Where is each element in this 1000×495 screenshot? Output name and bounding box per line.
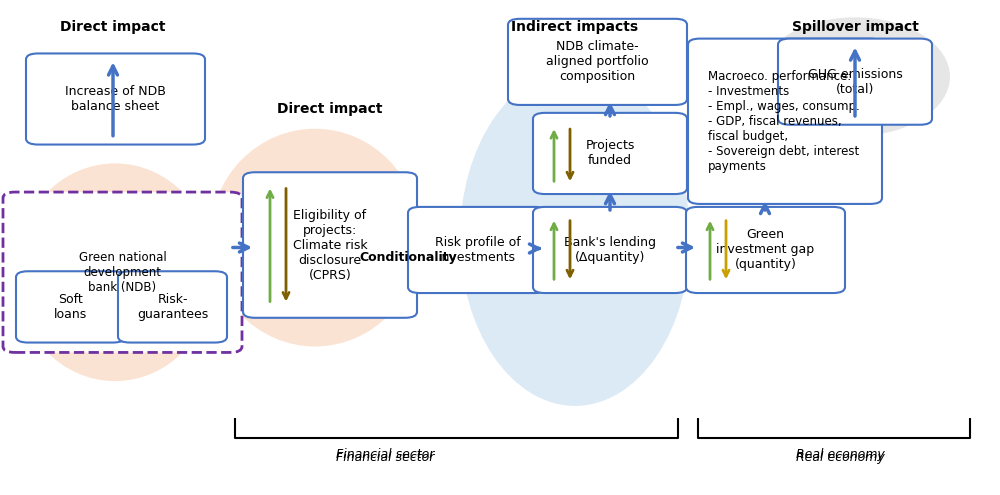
Text: Projects
funded: Projects funded <box>585 140 635 167</box>
Text: Soft
loans: Soft loans <box>54 293 87 321</box>
Text: Macroeco. performance:
- Investments
- Empl., wages, consump.
- GDP, fiscal reve: Macroeco. performance: - Investments - E… <box>708 70 860 173</box>
FancyBboxPatch shape <box>778 39 932 125</box>
FancyBboxPatch shape <box>118 271 227 343</box>
Text: Conditionality: Conditionality <box>359 251 457 264</box>
FancyBboxPatch shape <box>3 192 242 352</box>
Text: Eligibility of
projects:
Climate risk
disclosure
(CPRS): Eligibility of projects: Climate risk di… <box>293 208 367 282</box>
Text: Real economy: Real economy <box>796 448 884 461</box>
FancyBboxPatch shape <box>26 53 205 145</box>
Text: GHG emissions
(total): GHG emissions (total) <box>808 68 902 96</box>
Text: Direct impact: Direct impact <box>277 102 383 116</box>
Text: Indirect impacts: Indirect impacts <box>511 20 639 34</box>
FancyBboxPatch shape <box>408 207 547 293</box>
FancyBboxPatch shape <box>16 271 125 343</box>
Ellipse shape <box>210 129 420 346</box>
FancyBboxPatch shape <box>533 113 687 194</box>
Text: Financial sector: Financial sector <box>336 451 434 464</box>
FancyBboxPatch shape <box>688 39 882 204</box>
Ellipse shape <box>760 17 950 136</box>
Text: Increase of NDB
balance sheet: Increase of NDB balance sheet <box>65 85 166 113</box>
FancyBboxPatch shape <box>686 207 845 293</box>
Text: NDB climate-
aligned portfolio
composition: NDB climate- aligned portfolio compositi… <box>546 41 649 83</box>
FancyBboxPatch shape <box>243 172 417 318</box>
FancyBboxPatch shape <box>533 207 687 293</box>
Text: Financial sector: Financial sector <box>336 448 434 461</box>
Text: Direct impact: Direct impact <box>60 20 166 34</box>
Text: Real economy: Real economy <box>796 451 884 464</box>
Text: Green
investment gap
(quantity): Green investment gap (quantity) <box>716 229 815 271</box>
Ellipse shape <box>15 163 215 381</box>
Text: Risk profile of
investments: Risk profile of investments <box>435 236 520 264</box>
Text: Spillover impact: Spillover impact <box>792 20 918 34</box>
FancyBboxPatch shape <box>508 19 687 105</box>
Ellipse shape <box>460 69 690 406</box>
Text: Bank's lending
(Δquantity): Bank's lending (Δquantity) <box>564 236 656 264</box>
Text: Risk-
guarantees: Risk- guarantees <box>137 293 208 321</box>
Text: Green national
development
bank (NDB): Green national development bank (NDB) <box>79 251 166 294</box>
